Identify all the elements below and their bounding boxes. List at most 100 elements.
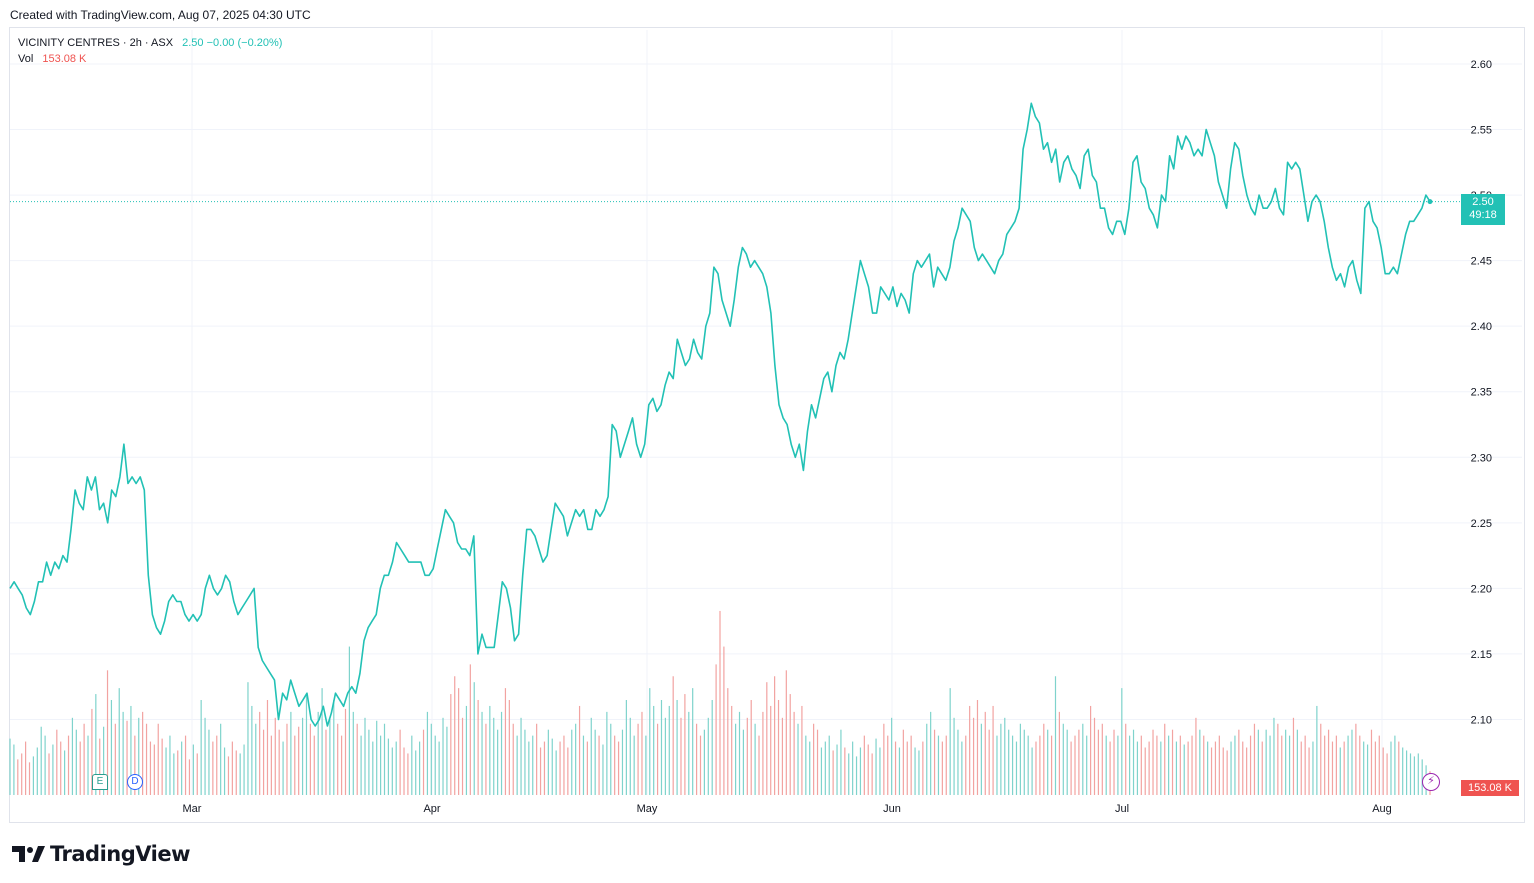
chart-legend: VICINITY CENTRES · 2h · ASX 2.50 −0.00 (… xyxy=(18,35,282,67)
volume-bar xyxy=(1015,741,1018,795)
volume-bar xyxy=(1417,753,1419,795)
volume-bar xyxy=(746,717,748,795)
volume-bar xyxy=(235,750,237,795)
volume-bar xyxy=(1300,741,1302,795)
volume-bar xyxy=(380,735,382,795)
volume-bar xyxy=(75,729,77,795)
volume-bar xyxy=(824,741,826,795)
volume-bar xyxy=(1339,747,1341,795)
volume-bar xyxy=(1296,729,1298,795)
volume-bar xyxy=(707,717,709,795)
volume-bar xyxy=(660,700,663,795)
volume-bar xyxy=(1086,735,1088,795)
volume-bar xyxy=(590,717,592,795)
volume-bar xyxy=(403,747,405,795)
volume-bar xyxy=(407,753,409,795)
volume-bar xyxy=(805,735,807,795)
volume-bar xyxy=(1011,735,1014,795)
y-tick-label: 2.45 xyxy=(1471,256,1492,268)
volume-bar xyxy=(220,723,222,795)
volume-bar xyxy=(450,694,452,795)
volume-bar xyxy=(122,711,124,795)
volume-bar xyxy=(1249,735,1252,795)
volume-bar xyxy=(259,711,261,795)
volume-bar xyxy=(1008,729,1010,795)
y-tick-label: 2.30 xyxy=(1471,452,1492,464)
volume-bar xyxy=(44,735,46,795)
volume-bar xyxy=(1144,747,1146,795)
volume-bar xyxy=(1203,735,1205,795)
volume-bar xyxy=(243,744,245,795)
volume-bar xyxy=(149,741,152,795)
current-price-tag: 2.50 49:18 xyxy=(1461,194,1505,225)
volume-bar xyxy=(1246,747,1248,795)
volume-bar xyxy=(992,705,994,795)
volume-bar xyxy=(1004,717,1006,795)
current-price-value: 2.50 xyxy=(1472,196,1494,208)
volume-bar xyxy=(832,750,834,795)
volume-bar xyxy=(937,735,940,795)
volume-bar xyxy=(914,747,916,795)
volume-bar xyxy=(524,729,526,795)
volume-bar xyxy=(692,688,694,795)
volume-bar xyxy=(664,717,666,795)
volume-bar xyxy=(750,700,752,795)
volume-bar xyxy=(586,741,588,795)
volume-bar xyxy=(594,729,596,795)
volume-bar xyxy=(536,723,538,795)
volume-bar xyxy=(848,753,850,795)
volume-bar xyxy=(1285,729,1287,795)
volume-bar xyxy=(723,646,725,795)
volume-bar xyxy=(738,711,741,795)
volume-bar xyxy=(458,688,460,795)
volume-bar xyxy=(621,729,624,795)
dividend-marker-icon[interactable]: D xyxy=(127,774,143,790)
brand-logo[interactable]: TradingView xyxy=(12,842,190,866)
volume-bar xyxy=(1097,729,1100,795)
volume-bar xyxy=(1164,723,1166,795)
volume-bar xyxy=(442,717,444,795)
volume-bar xyxy=(1195,717,1197,795)
volume-bar xyxy=(138,717,140,795)
volume-bar xyxy=(965,735,967,795)
volume-bar xyxy=(816,729,819,795)
y-tick-label: 2.55 xyxy=(1471,125,1492,137)
volume-bar xyxy=(504,688,507,795)
volume-bar xyxy=(793,711,795,795)
x-axis-ticks: Mar Apr May Jun Jul Aug xyxy=(183,803,1392,815)
volume-bar xyxy=(1019,723,1021,795)
volume-bar xyxy=(910,735,912,795)
volume-bar xyxy=(21,753,23,795)
volume-bar xyxy=(1152,729,1154,795)
volume-bar xyxy=(1347,735,1349,795)
volume-bar xyxy=(395,741,397,795)
volume-bar xyxy=(629,717,631,795)
volume-bar xyxy=(898,747,901,795)
volume-bar xyxy=(1269,735,1271,795)
symbol-title[interactable]: VICINITY CENTRES · 2h · ASX xyxy=(18,37,174,49)
volume-bar xyxy=(391,747,393,795)
volume-bar xyxy=(610,723,612,795)
y-tick-label: 2.60 xyxy=(1471,59,1492,71)
volume-bar xyxy=(1082,723,1084,795)
volume-bar xyxy=(91,708,93,795)
volume-bar xyxy=(614,735,616,795)
volume-bar xyxy=(134,735,136,795)
earnings-marker-icon[interactable]: E xyxy=(92,774,108,790)
volume-bar xyxy=(56,729,58,795)
volume-bar xyxy=(79,741,81,795)
bolt-icon[interactable]: ⚡ xyxy=(1422,773,1440,791)
volume-bar xyxy=(1257,729,1259,795)
volume-bar xyxy=(1136,741,1139,795)
volume-bar xyxy=(188,759,191,795)
volume-bar xyxy=(1140,735,1142,795)
volume-bar xyxy=(1168,735,1170,795)
volume-bar xyxy=(906,741,908,795)
volume-bar xyxy=(364,717,366,795)
volume-bar xyxy=(1117,735,1119,795)
volume-bar xyxy=(497,729,499,795)
volume-bar xyxy=(894,741,897,795)
volume-bar xyxy=(1304,735,1306,795)
volume-bar xyxy=(1265,729,1267,795)
